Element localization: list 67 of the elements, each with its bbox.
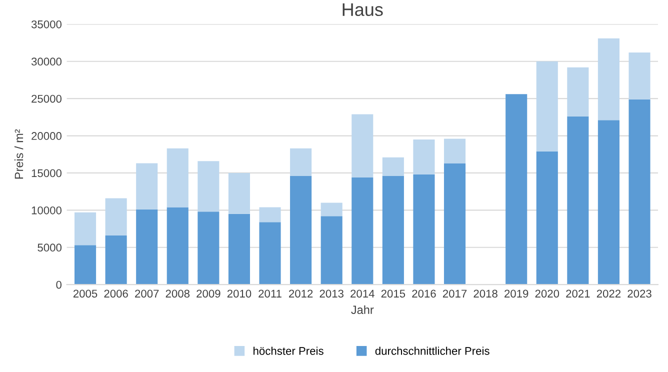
bar	[228, 172, 250, 214]
x-tick-label: 2008	[166, 290, 190, 298]
bar	[105, 235, 127, 285]
chart-title: Haus	[342, 3, 383, 16]
bar	[166, 148, 188, 208]
bar	[136, 163, 158, 210]
x-tick-label: 2023	[628, 290, 652, 298]
bar	[382, 157, 404, 176]
y-tick-label: 0	[56, 280, 62, 289]
x-tick-label: 2007	[135, 290, 159, 298]
bar	[259, 207, 281, 222]
bar	[567, 67, 589, 116]
x-tick-label: 2016	[412, 290, 436, 298]
bar	[506, 94, 528, 285]
x-tick-label: 2011	[258, 290, 282, 298]
x-tick-label: 2010	[227, 290, 252, 298]
bar	[444, 163, 466, 285]
bar	[105, 198, 127, 236]
bar	[413, 140, 435, 174]
x-tick-label: 2018	[474, 290, 498, 298]
y-axis-title: Preis / m²	[14, 129, 24, 179]
bar	[290, 148, 312, 176]
x-tick-label: 2015	[381, 290, 406, 298]
bar	[320, 216, 342, 285]
bar	[567, 116, 589, 285]
bar	[536, 151, 558, 285]
bar	[536, 61, 558, 152]
x-tick-label: 2009	[196, 290, 220, 298]
y-tick-label: 25000	[32, 94, 62, 103]
bar	[444, 138, 466, 164]
bar	[382, 176, 404, 285]
bar	[290, 176, 312, 285]
x-tick-label: 2017	[442, 290, 467, 298]
y-tick-label: 15000	[32, 169, 62, 178]
x-tick-label: 2014	[350, 290, 374, 298]
x-tick-label: 2012	[289, 290, 313, 298]
bar	[320, 202, 342, 216]
x-tick-label: 2020	[535, 290, 560, 298]
x-tick-label: 2005	[73, 290, 98, 298]
y-tick-label: 10000	[32, 206, 62, 214]
bar	[136, 209, 158, 285]
y-tick-label: 30000	[31, 58, 62, 66]
bar	[228, 214, 250, 285]
x-tick-label: 2022	[596, 290, 621, 298]
bar	[413, 174, 435, 285]
bar	[598, 120, 620, 285]
bar	[198, 161, 220, 212]
x-axis-title: Jahr	[351, 305, 374, 314]
y-tick-label: 35000	[31, 20, 62, 28]
bar	[74, 212, 96, 246]
bar	[628, 52, 650, 100]
bar	[74, 245, 96, 285]
y-tick-label: 5000	[38, 244, 62, 252]
x-tick-label: 2006	[104, 290, 128, 298]
bar	[166, 207, 188, 285]
bar	[352, 177, 374, 285]
bar	[598, 38, 620, 120]
x-tick-label: 2013	[320, 290, 344, 298]
x-tick-label: 2021	[566, 290, 590, 298]
legend-label: durchschnittlicher Preis	[375, 346, 490, 355]
bar	[259, 222, 281, 285]
bar	[198, 212, 220, 285]
y-tick-label: 20000	[32, 132, 62, 140]
bar	[628, 99, 650, 285]
bar	[352, 114, 374, 178]
legend-label: höchster Preis	[254, 346, 324, 355]
x-tick-label: 2019	[504, 290, 528, 298]
